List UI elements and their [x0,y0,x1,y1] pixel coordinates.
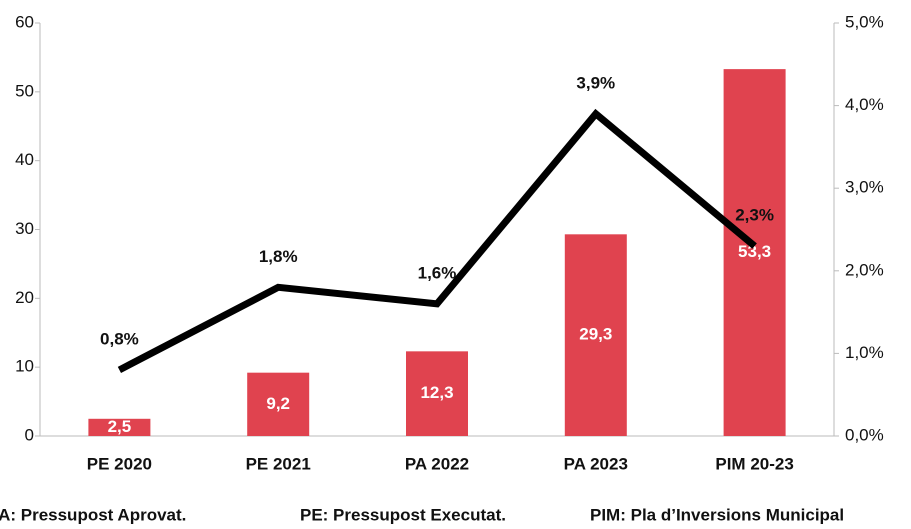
x-tick-label: PIM 20-23 [715,454,793,473]
bar [564,234,627,436]
y2-tick-label: 0,0% [845,425,884,444]
x-tick-label: PE 2020 [87,454,152,473]
bar [723,69,786,436]
y-tick-label: 60 [15,12,34,31]
bar-label: 53,3 [738,242,771,261]
y2-tick-label: 5,0% [845,12,884,31]
y-tick-label: 30 [15,219,34,238]
line [117,108,757,374]
y-tick-label: 40 [15,150,34,169]
line-label: 0,8% [100,329,139,348]
x-tick-label: PE 2021 [246,454,311,473]
line-label: 3,9% [576,73,615,92]
y-tick-label: 0 [25,425,34,444]
line-label: 1,6% [418,263,457,282]
y-tick-label: 20 [15,288,34,307]
bar-label: 2,5 [108,417,132,436]
y2-tick-label: 2,0% [845,260,884,279]
note: PIM: Pla d’Inversions Municipal [590,505,844,524]
note: PE: Pressupost Executat. [300,505,506,524]
bar-label: 12,3 [420,383,453,402]
y2-tick-label: 1,0% [845,343,884,362]
bar [247,372,310,436]
x-tick-label: PA 2023 [564,454,628,473]
y-tick-label: 50 [15,81,34,100]
bar-label: 9,2 [266,394,290,413]
x-tick-label: PA 2022 [405,454,469,473]
bar [406,351,468,436]
y-tick-label: 10 [15,357,34,376]
y2-tick-label: 4,0% [845,95,884,114]
line-label: 1,8% [259,247,298,266]
note: PA: Pressupost Aprovat. [0,505,186,524]
bar [88,418,151,436]
line-label: 2,3% [735,206,774,225]
y2-tick-label: 3,0% [845,178,884,197]
bar-label: 29,3 [579,325,612,344]
